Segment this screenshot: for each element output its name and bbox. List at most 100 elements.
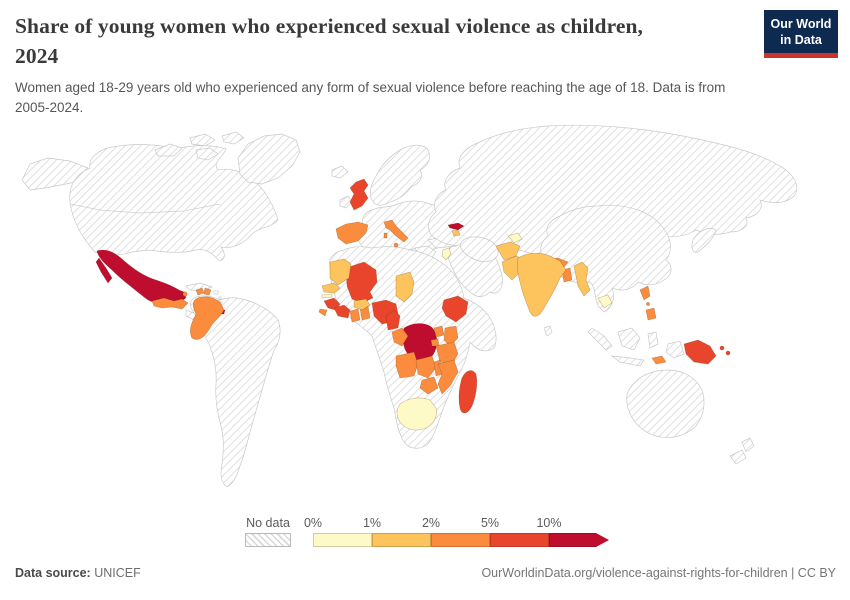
map-country-papua-new-guinea[interactable] — [683, 339, 717, 365]
map-country-sicily[interactable] — [393, 242, 399, 248]
map-region-java — [610, 355, 645, 367]
chart-title: Share of young women who experienced sex… — [15, 12, 760, 71]
owid-logo[interactable]: Our World in Data — [764, 10, 838, 59]
map-country-mauritania[interactable] — [329, 258, 352, 286]
map-country-italy[interactable] — [383, 219, 409, 243]
map-country-spain[interactable] — [335, 221, 369, 245]
map-country-sardinia[interactable] — [383, 232, 388, 239]
map-country-ethiopia[interactable] — [441, 295, 469, 323]
map-country-guatemala-honduras[interactable] — [151, 297, 189, 310]
map-border-us-canada — [69, 203, 221, 214]
chart-footer: Data source: UNICEF OurWorldinData.org/v… — [0, 566, 850, 580]
map-region-south-america — [190, 295, 281, 488]
map-legend: No data 0% 1% 2% 5% 10% — [0, 514, 850, 554]
chart-title-line1: Share of young women who experienced sex… — [15, 14, 644, 38]
map-region-puerto-rico — [213, 290, 219, 295]
map-country-philippines-mindanao[interactable] — [645, 307, 657, 321]
map-region-arctic-island-2 — [189, 133, 216, 147]
map-region-japan — [691, 228, 717, 253]
map-region-sulawesi — [647, 331, 659, 349]
map-country-zambia[interactable] — [415, 355, 437, 379]
chart-title-line2: 2024 — [15, 43, 59, 68]
legend-arrow-cap — [596, 533, 609, 547]
map-region-ireland — [339, 195, 353, 209]
map-country-solomon-1[interactable] — [719, 345, 725, 351]
world-map — [0, 116, 850, 514]
map-region-borneo — [617, 327, 641, 351]
legend-tick-3: 5% — [480, 516, 500, 530]
map-country-tanzania[interactable] — [435, 341, 459, 365]
map-country-angola[interactable] — [395, 351, 419, 379]
map-country-timor-leste[interactable] — [651, 355, 667, 365]
legend-segment-0-1[interactable] — [313, 533, 372, 547]
map-region-iceland — [331, 165, 349, 179]
map-country-ghana[interactable] — [349, 308, 361, 323]
map-country-gabon-congo[interactable] — [391, 327, 409, 347]
map-country-cambodia[interactable] — [597, 294, 613, 309]
legend-segment-5-10[interactable] — [490, 533, 549, 547]
map-region-china-sea — [540, 204, 672, 313]
map-region-new-zealand-south — [729, 449, 747, 465]
map-country-united-kingdom[interactable] — [349, 178, 369, 211]
legend-segment-2-5[interactable] — [431, 533, 490, 547]
legend-tick-1: 1% — [362, 516, 382, 530]
footer-attribution: OurWorldinData.org/violence-against-righ… — [481, 566, 836, 580]
map-country-sierra-leone[interactable] — [318, 308, 328, 317]
map-country-afghanistan[interactable] — [495, 241, 521, 261]
map-country-madagascar[interactable] — [458, 370, 478, 414]
map-country-georgia[interactable] — [447, 222, 465, 231]
legend-segment-10plus[interactable] — [549, 533, 596, 547]
map-country-mexico[interactable] — [96, 249, 187, 304]
data-source: Data source: UNICEF — [15, 566, 141, 580]
map-country-colombia-ecuador[interactable] — [190, 296, 225, 340]
map-country-mali[interactable] — [345, 261, 378, 304]
map-country-armenia[interactable] — [451, 229, 461, 237]
owid-logo-line2: in Data — [780, 32, 822, 47]
chart-header: Share of young women who experienced sex… — [15, 12, 760, 117]
data-source-value: UNICEF — [94, 566, 141, 580]
map-country-gambia[interactable] — [321, 293, 333, 299]
map-region-arctic-island-4 — [195, 147, 219, 161]
chart-subtitle: Women aged 18-29 years old who experienc… — [15, 80, 726, 115]
data-source-label: Data source: — [15, 566, 91, 580]
map-country-solomon-2[interactable] — [725, 350, 731, 356]
map-region-west-papua — [665, 340, 685, 359]
map-region-arctic-island-1 — [154, 143, 183, 157]
map-country-burkina-faso[interactable] — [353, 298, 371, 311]
map-region-scandinavia — [370, 144, 430, 206]
map-country-cameroon[interactable] — [385, 309, 401, 331]
map-region-greenland — [237, 133, 301, 185]
map-region-arctic-island-3 — [221, 131, 245, 145]
map-country-philippines-visayas[interactable] — [646, 302, 650, 306]
owid-logo-line1: Our World — [770, 17, 832, 31]
legend-tick-2: 2% — [421, 516, 441, 530]
map-country-tajikistan[interactable] — [507, 232, 523, 244]
map-region-sumatra — [587, 327, 613, 351]
legend-tick-0: 0% — [303, 516, 323, 530]
map-country-philippines-luzon[interactable] — [639, 285, 651, 301]
map-country-cote-divoire[interactable] — [333, 304, 351, 319]
map-country-jamaica[interactable] — [182, 291, 188, 297]
map-country-zimbabwe[interactable] — [419, 376, 439, 395]
legend-tick-4: 10% — [536, 516, 562, 530]
map-country-mozambique[interactable] — [437, 359, 459, 395]
map-country-dominican-republic[interactable] — [203, 287, 212, 296]
map-region-new-zealand-north — [741, 437, 755, 453]
map-country-chad[interactable] — [395, 271, 415, 303]
map-region-sri-lanka — [543, 325, 553, 337]
legend-segment-1-2[interactable] — [372, 533, 431, 547]
choropleth-svg — [21, 124, 798, 488]
map-country-haiti[interactable] — [195, 287, 205, 296]
map-country-jordan[interactable] — [441, 247, 452, 261]
map-country-uganda[interactable] — [433, 325, 445, 338]
map-region-australia — [626, 369, 705, 438]
map-country-india[interactable] — [516, 252, 567, 317]
map-country-senegal[interactable] — [321, 282, 341, 294]
map-country-south-africa[interactable] — [396, 397, 437, 431]
map-country-myanmar[interactable] — [573, 261, 591, 297]
legend-no-data-label: No data — [246, 516, 290, 530]
map-country-rwanda-burundi[interactable] — [430, 338, 440, 347]
legend-no-data-swatch[interactable] — [245, 533, 291, 547]
map-country-mexico-baja[interactable] — [95, 257, 113, 284]
